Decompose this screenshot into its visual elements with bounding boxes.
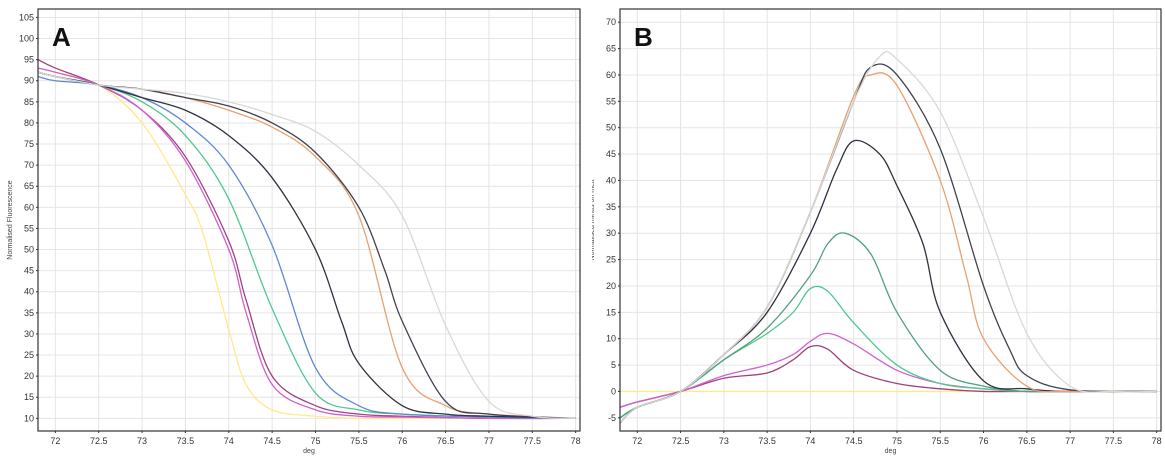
x-tick-label: 72 <box>50 436 60 446</box>
y-tick-label: 35 <box>24 308 34 318</box>
chart-panel-a: 10 15 20 25 30 35 40 45 50 55 60 65 70 75 80 85 90 95 100 1… <box>0 0 582 459</box>
y-tick-label: 15 <box>24 392 34 402</box>
x-tick-label: 72.5 <box>672 436 690 446</box>
y-tick-label: 75 <box>24 139 34 149</box>
y-tick-label: 60 <box>606 70 616 80</box>
y-tick-label: 50 <box>606 123 616 133</box>
y-tick-label: 30 <box>24 329 34 339</box>
y-tick-label: 95 <box>24 55 34 65</box>
y-tick-label: 40 <box>606 175 616 185</box>
grid <box>620 9 1161 431</box>
y-tick-label: 105 <box>19 12 34 22</box>
y-tick-label: 25 <box>24 350 34 360</box>
y-tick-label: 0 <box>611 386 616 396</box>
x-tick-label: 72 <box>632 436 642 446</box>
x-tick-label: 75.5 <box>932 436 950 446</box>
y-tick-label: 45 <box>606 149 616 159</box>
panel-letter: A <box>52 22 71 52</box>
y-tick-label: 65 <box>24 181 34 191</box>
x-tick-label: 73 <box>137 436 147 446</box>
series-group <box>619 51 1157 424</box>
x-tick-label: 76.5 <box>1018 436 1036 446</box>
melt-curve-chart-a: 10 15 20 25 30 35 40 45 50 55 60 65 70 75 80 85 90 95 100 1… <box>7 8 581 455</box>
x-tick-label: 75 <box>892 436 902 446</box>
y-tick-label: 20 <box>24 371 34 381</box>
x-tick-label: 75 <box>310 436 320 446</box>
plot-frame <box>619 8 1162 432</box>
y-tick-label: 30 <box>606 228 616 238</box>
y-tick-label: 70 <box>24 160 34 170</box>
series-line-9 <box>37 71 576 419</box>
x-tick-label: 78 <box>571 436 581 446</box>
y-tick-label: 55 <box>606 96 616 106</box>
x-tick-label: 72.5 <box>90 436 108 446</box>
x-tick-label: 76.5 <box>437 436 455 446</box>
y-tick-label: 90 <box>24 76 34 86</box>
y-tick-label: 55 <box>24 223 34 233</box>
x-tick-label: 74.5 <box>263 436 281 446</box>
panel-letter: B <box>634 22 653 52</box>
x-tick-label: 77 <box>484 436 494 446</box>
y-tick-label: 20 <box>606 281 616 291</box>
y-tick-label: 50 <box>24 245 34 255</box>
series-line-6 <box>37 71 576 419</box>
y-tick-label: 65 <box>606 44 616 54</box>
x-tick-label: 78 <box>1152 436 1162 446</box>
x-tick-label: 74 <box>224 436 234 446</box>
x-tick-label: 73.5 <box>177 436 195 446</box>
y-tick-label: 60 <box>24 202 34 212</box>
x-tick-label: 74 <box>805 436 815 446</box>
y-axis-label: Normalised minus on melt <box>592 179 596 260</box>
y-tick-label: 80 <box>24 118 34 128</box>
x-tick-label: 73.5 <box>758 436 776 446</box>
melt-curve-chart-b: -5 0 5 10 15 20 25 30 35 40 45 50 55 60 65 70 72 72.5 73 73… <box>592 8 1162 455</box>
x-tick-label: 73 <box>719 436 729 446</box>
y-tick-label: 70 <box>606 17 616 27</box>
x-axis-label: deg <box>303 448 315 455</box>
y-tick-label: 35 <box>606 202 616 212</box>
x-tick-label: 77 <box>1065 436 1075 446</box>
series-line-5 <box>619 232 1157 419</box>
x-tick-label: 74.5 <box>845 436 863 446</box>
y-tick-label: 45 <box>24 266 34 276</box>
y-tick-label: 85 <box>24 97 34 107</box>
x-tick-label: 76 <box>397 436 407 446</box>
x-tick-label: 76 <box>979 436 989 446</box>
chart-panel-b: -5 0 5 10 15 20 25 30 35 40 45 50 55 60 65 70 72 72.5 73 73… <box>592 0 1165 459</box>
y-axis-label: Normalised Fluorescence <box>7 180 14 259</box>
y-tick-label: -5 <box>608 413 616 423</box>
y-tick-label: 10 <box>24 413 34 423</box>
y-tick-label: 15 <box>606 307 616 317</box>
y-tick-label: 100 <box>19 34 34 44</box>
x-tick-label: 77.5 <box>524 436 542 446</box>
y-tick-label: 40 <box>24 287 34 297</box>
y-tick-label: 5 <box>611 360 616 370</box>
x-tick-label: 77.5 <box>1105 436 1123 446</box>
y-tick-label: 10 <box>606 334 616 344</box>
series-group <box>37 59 576 420</box>
series-line-9 <box>619 51 1157 424</box>
plot-area <box>38 9 580 431</box>
x-axis-label: deg <box>885 448 897 455</box>
series-line-1 <box>37 67 576 420</box>
x-tick-label: 75.5 <box>350 436 368 446</box>
y-tick-label: 25 <box>606 255 616 265</box>
plot-frame <box>37 8 581 432</box>
